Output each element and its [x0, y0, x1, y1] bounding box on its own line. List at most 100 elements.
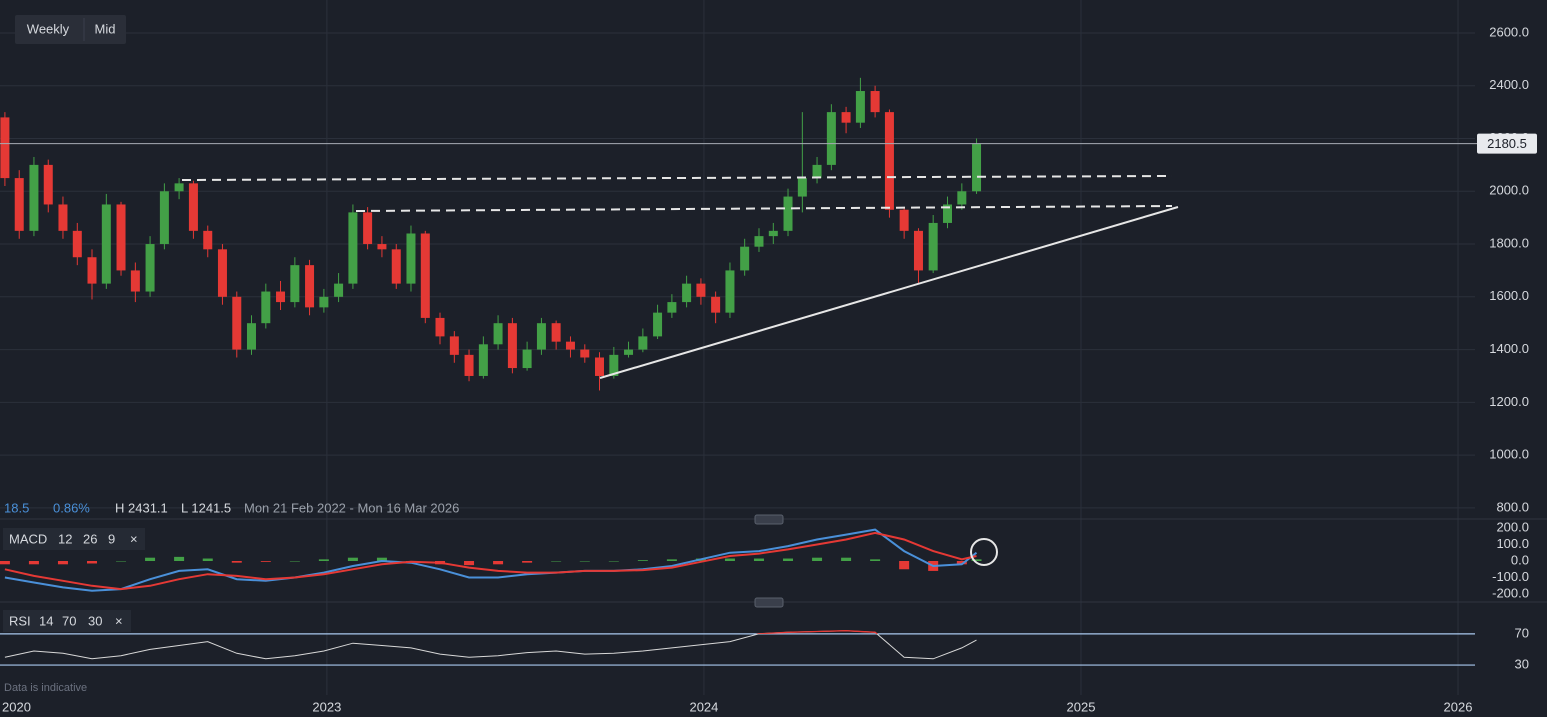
resistance-line[interactable]: [181, 175, 1173, 181]
period-high: H 2431.1: [115, 500, 168, 515]
candle-body: [101, 204, 111, 284]
indicator-name: RSI: [9, 613, 31, 628]
histogram-bar: [666, 559, 677, 561]
candle-body: [928, 222, 938, 271]
y-tick-label: 1600.0: [1489, 288, 1529, 303]
candle-body: [348, 212, 358, 284]
rsi-overbought: [756, 630, 878, 634]
date-range: Mon 21 Feb 2022 - Mon 16 Mar 2026: [244, 500, 459, 515]
change: 18.5: [4, 500, 29, 515]
remove-indicator[interactable]: ×: [115, 613, 123, 628]
resistance-line[interactable]: [355, 205, 1173, 212]
histogram-bar: [231, 561, 242, 563]
y-tick-label: 1200.0: [1489, 394, 1529, 409]
candle-body: [305, 265, 315, 308]
candle-body: [334, 283, 344, 297]
candle-body: [841, 112, 851, 123]
candle-body: [290, 265, 300, 303]
candle-body: [276, 291, 286, 303]
candle-body: [711, 296, 721, 313]
x-axis-start-label: 2020: [2, 699, 31, 714]
histogram-bar: [522, 561, 533, 563]
toolbar: [15, 15, 126, 44]
histogram-bar: [376, 557, 387, 561]
y-tick-label: 2600.0: [1489, 24, 1529, 39]
indicator-param: 26: [83, 531, 97, 546]
panel-resize-handle[interactable]: [754, 597, 784, 608]
histogram-bar: [116, 561, 127, 562]
macd-legend: [3, 528, 145, 550]
histogram-bar: [28, 561, 39, 565]
candle-body: [754, 236, 764, 247]
y-tick-label: -200.0: [1492, 585, 1529, 600]
histogram-bar: [57, 561, 68, 565]
candle-body: [972, 143, 982, 192]
indicator-name: MACD: [9, 531, 47, 546]
y-tick-label: 1400.0: [1489, 341, 1529, 356]
panel-resize-handle[interactable]: [754, 514, 784, 525]
histogram-bar: [608, 561, 619, 562]
candle-body: [551, 323, 561, 342]
candle-body: [87, 257, 97, 284]
remove-indicator[interactable]: ×: [130, 531, 138, 546]
candle-body: [464, 354, 474, 376]
histogram-bar: [783, 558, 794, 561]
histogram-bar: [174, 556, 185, 561]
y-tick-label: 30: [1515, 656, 1529, 671]
candle-body: [43, 164, 53, 205]
y-tick-label: 2400.0: [1489, 77, 1529, 92]
histogram-bar: [812, 557, 823, 561]
candle-body: [783, 196, 793, 231]
candle-body: [232, 296, 242, 350]
indicator-param: 14: [39, 613, 53, 628]
candle-body: [130, 270, 140, 292]
candle-body: [899, 209, 909, 231]
y-tick-label: 800.0: [1496, 499, 1529, 514]
histogram-bar: [86, 561, 97, 564]
candle-body: [507, 323, 517, 369]
last-price-box: [1477, 133, 1537, 154]
histogram-bar: [870, 559, 881, 561]
y-tick-label: 100.0: [1496, 536, 1529, 551]
trend-line[interactable]: [599, 206, 1179, 379]
x-tick-label: 2026: [1444, 699, 1473, 714]
period-low: L 1241.5: [181, 500, 231, 515]
candle-body: [72, 230, 82, 258]
candle-body: [870, 91, 880, 113]
marks-layer: [0, 77, 1477, 660]
candle-body: [682, 283, 692, 303]
candle-body: [377, 244, 387, 250]
indicator-line: [4, 531, 977, 591]
histogram-bar: [841, 557, 852, 561]
indicator-param: 9: [108, 531, 115, 546]
histogram-bar: [551, 561, 562, 562]
histogram-bar: [637, 560, 648, 561]
footnote: Data is indicative: [4, 682, 87, 694]
candle-body: [116, 204, 126, 271]
price-type-button[interactable]: Mid: [95, 21, 116, 36]
indicator-param: 70: [62, 613, 76, 628]
candle-body: [957, 191, 967, 205]
candle-body: [261, 291, 271, 324]
candle-body: [522, 349, 532, 369]
candle-body: [478, 344, 488, 376]
candle-body: [594, 357, 604, 376]
candle-body: [435, 317, 445, 337]
candle-body: [812, 164, 822, 179]
histogram-bar: [724, 558, 735, 561]
y-tick-label: 1800.0: [1489, 235, 1529, 250]
y-tick-label: 2000.0: [1489, 183, 1529, 198]
candle-body: [58, 204, 68, 231]
candle-body: [653, 312, 663, 337]
candle-body: [14, 178, 24, 231]
label-layer: 800.0 1000.0 1200.0 1400.0 1600.0 1800.0 2000.…: [312, 24, 1537, 714]
histogram-bar: [971, 559, 982, 561]
histogram-bar: [464, 561, 475, 566]
candle-body: [449, 336, 459, 355]
interval-button[interactable]: Weekly: [27, 21, 70, 36]
histogram-bar: [493, 561, 504, 565]
y-tick-label: 70: [1515, 625, 1529, 640]
histogram-bar: [956, 561, 967, 565]
